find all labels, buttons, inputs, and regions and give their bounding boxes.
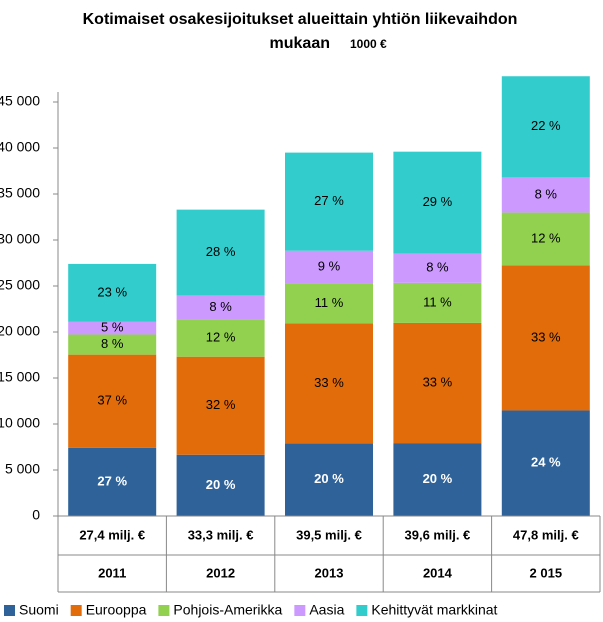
data-label: 8 %	[535, 186, 558, 201]
data-label: 28 %	[206, 244, 236, 259]
legend-label: Aasia	[309, 602, 344, 618]
bar-segment	[176, 319, 265, 357]
legend-swatch	[70, 605, 82, 616]
bar-segment	[176, 295, 265, 320]
data-label: 11 %	[315, 295, 344, 310]
bar-segment	[176, 209, 265, 296]
data-label: 24 %	[531, 455, 561, 470]
data-label: 20 %	[423, 471, 453, 486]
y-tick-label: 10 000	[0, 415, 40, 431]
x-tick-label: 2 015	[530, 565, 563, 580]
bar-segment	[68, 263, 157, 322]
bar-segment	[68, 354, 157, 448]
data-label: 12 %	[531, 230, 561, 245]
y-tick-label: 30 000	[0, 231, 40, 247]
data-label: 33 %	[531, 329, 561, 344]
legend-label: Suomi	[19, 602, 59, 618]
bar-segment	[285, 152, 373, 251]
legend-label: Kehittyvät markkinat	[371, 602, 497, 618]
x-tick-label: 2012	[206, 565, 235, 580]
total-label: 39,6 milj. €	[405, 527, 471, 542]
bar-segment	[393, 282, 482, 323]
bar-segment	[285, 443, 373, 516]
bar-segment	[393, 322, 482, 444]
data-label: 20 %	[206, 477, 236, 492]
legend-swatch	[294, 605, 306, 616]
data-label: 8 %	[101, 336, 124, 351]
legend-label: Eurooppa	[86, 602, 147, 618]
bar-segment	[68, 334, 157, 355]
y-tick-label: 15 000	[0, 369, 40, 385]
bar-segment	[393, 253, 482, 283]
y-tick-label: 20 000	[0, 323, 40, 339]
data-label: 32 %	[206, 397, 236, 412]
data-label: 8 %	[209, 299, 232, 314]
bar-segment	[393, 151, 482, 254]
data-label: 27 %	[314, 193, 344, 208]
unit-label: 1000 €	[350, 37, 387, 51]
bar-segment	[501, 410, 590, 516]
total-label: 47,8 milj. €	[513, 527, 579, 542]
legend-swatch	[158, 605, 170, 616]
y-tick-label: 0	[32, 507, 40, 523]
data-label: 22 %	[531, 118, 561, 133]
bar-segment	[68, 321, 157, 335]
data-label: 11 %	[423, 294, 452, 309]
data-label: 9 %	[318, 259, 341, 274]
legend-label: Pohjois-Amerikka	[173, 602, 282, 618]
chart-title: Kotimaiset osakesijoitukset alueittain y…	[83, 11, 518, 28]
data-label: 29 %	[423, 194, 453, 209]
total-label: 27,4 milj. €	[79, 527, 145, 542]
data-label: 20 %	[314, 471, 344, 486]
x-tick-label: 2011	[98, 565, 126, 580]
bar-segment	[501, 212, 590, 266]
legend-swatch	[4, 605, 15, 616]
bar-segment	[501, 265, 590, 411]
y-tick-label: 5 000	[5, 461, 40, 477]
legend-swatch	[356, 605, 368, 616]
chart-title: mukaan	[270, 35, 330, 52]
data-label: 12 %	[206, 330, 236, 345]
data-label: 33 %	[423, 374, 453, 389]
y-tick-label: 25 000	[0, 277, 40, 293]
y-tick-label: 40 000	[0, 139, 40, 155]
bar-segment	[285, 250, 373, 284]
total-label: 33,3 milj. €	[188, 527, 254, 542]
bar-segment	[501, 76, 590, 178]
x-tick-label: 2014	[423, 565, 453, 580]
y-tick-label: 45 000	[0, 93, 40, 109]
total-label: 39,5 milj. €	[296, 527, 362, 542]
bar-segment	[285, 323, 373, 444]
bar-segment	[501, 177, 590, 213]
y-tick-label: 35 000	[0, 185, 40, 201]
bar-segment	[176, 356, 265, 455]
data-label: 37 %	[97, 393, 127, 408]
bar-segment	[393, 443, 482, 516]
data-label: 8 %	[426, 260, 449, 275]
bar-segment	[285, 283, 373, 324]
bar-segment	[176, 454, 265, 516]
x-tick-label: 2013	[315, 565, 344, 580]
data-label: 27 %	[97, 473, 127, 488]
data-label: 5 %	[101, 320, 124, 335]
bar-segment	[68, 447, 157, 516]
data-label: 33 %	[314, 375, 344, 390]
data-label: 23 %	[97, 284, 127, 299]
